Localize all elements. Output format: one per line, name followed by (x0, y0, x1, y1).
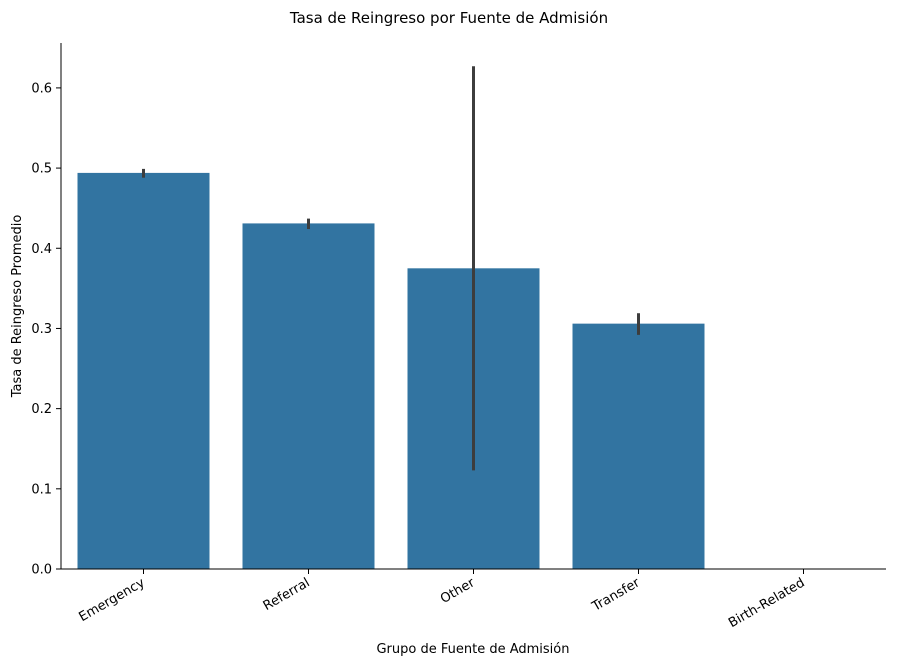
x-tick-label: Referral (261, 575, 313, 614)
x-tick-label: Other (438, 575, 478, 607)
y-tick-label: 0.0 (31, 563, 52, 578)
bar-referral (242, 223, 375, 569)
y-tick-label: 0.3 (31, 322, 52, 337)
y-axis-label: Tasa de Reingreso Promedio (10, 215, 25, 399)
y-tick-label: 0.5 (31, 162, 52, 177)
x-tick-label: Transfer (589, 575, 643, 615)
y-tick-label: 0.1 (31, 482, 52, 497)
bar-transfer (572, 323, 705, 569)
x-tick-label: Birth-Related (726, 575, 807, 631)
plot-area: 0.0 0.1 0.2 0.3 0.4 0.5 0.6 Emergency Referral Ot… (31, 43, 886, 631)
y-tick-label: 0.6 (31, 81, 52, 96)
chart-title: Tasa de Reingreso por Fuente de Admisión (289, 9, 608, 27)
y-tick-label: 0.4 (31, 242, 52, 257)
y-tick-label: 0.2 (31, 402, 52, 417)
x-tick-label: Emergency (76, 575, 147, 625)
x-axis-label: Grupo de Fuente de Admisión (376, 642, 569, 657)
bar-emergency (77, 172, 210, 569)
